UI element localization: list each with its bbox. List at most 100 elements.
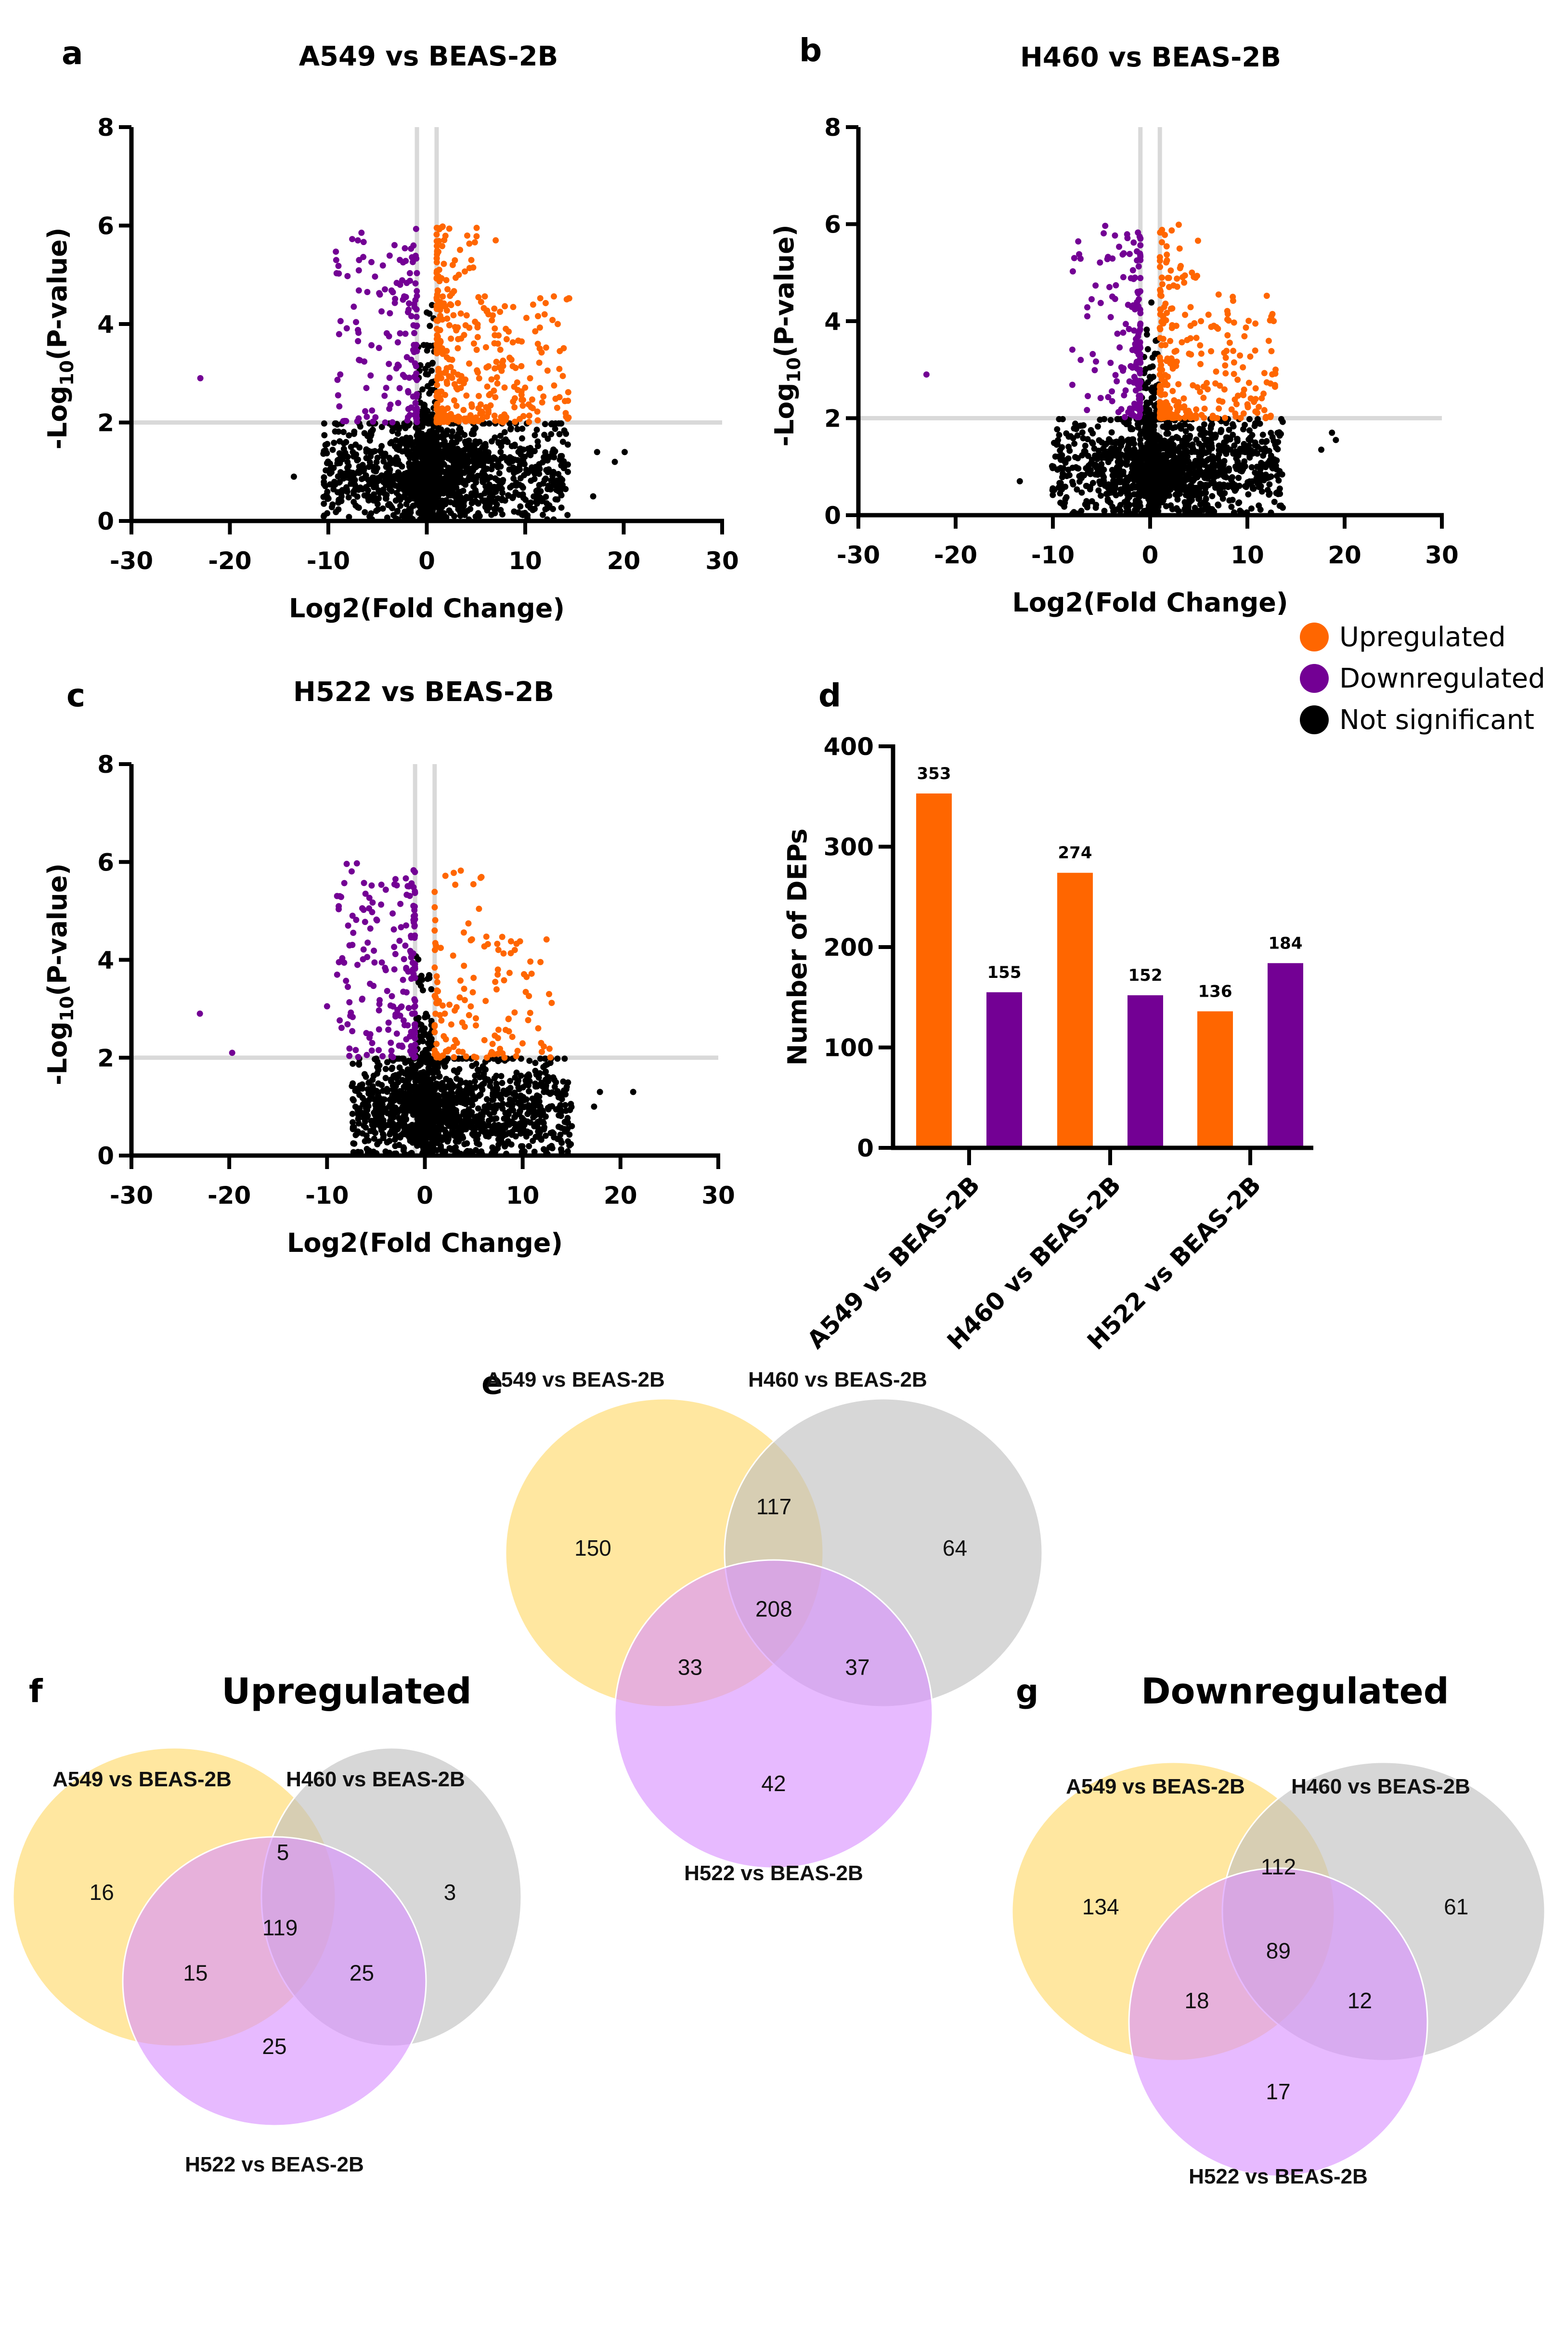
data-point-up [1156, 354, 1163, 361]
data-point-ns [428, 302, 435, 309]
data-point-ns [1204, 502, 1211, 508]
data-point-up [466, 240, 473, 247]
data-point-ns [1081, 448, 1088, 455]
data-point-ns [475, 510, 481, 517]
data-point-ns [492, 475, 499, 482]
data-point-ns [1059, 416, 1066, 423]
data-point-ns [454, 433, 461, 440]
legend-swatch-upregulated [1300, 623, 1329, 651]
data-point-up [436, 226, 443, 233]
data-point-ns [556, 431, 563, 438]
data-point-ns [1168, 484, 1175, 491]
data-point-ns [424, 498, 430, 505]
data-point-up [481, 293, 488, 300]
data-point-up [492, 394, 499, 401]
data-point-down [1137, 242, 1144, 248]
data-point-up [512, 364, 519, 371]
data-point-down [1135, 229, 1141, 236]
data-point-ns [1063, 494, 1070, 501]
data-point-ns [1252, 469, 1258, 476]
data-point-ns [1143, 399, 1150, 406]
data-point-ns [1269, 434, 1276, 441]
data-point-ns [290, 473, 297, 480]
data-point-down [1113, 282, 1119, 289]
data-point-ns [480, 497, 487, 504]
data-point-ns [1071, 441, 1078, 447]
data-point-down [372, 273, 378, 280]
data-point-ns [1107, 416, 1114, 423]
data-point-ns [1236, 482, 1243, 489]
data-point-ns [1080, 472, 1087, 479]
data-point-down [349, 236, 356, 243]
data-point-up [1174, 275, 1180, 282]
data-point-up [1258, 395, 1265, 402]
data-point-ns [1096, 453, 1102, 460]
data-point-ns [526, 1143, 532, 1150]
data-point-down [350, 303, 357, 310]
data-point-ns [1212, 432, 1219, 439]
data-point-up [509, 339, 516, 346]
data-point-ns [1150, 374, 1156, 380]
data-point-ns [427, 482, 433, 489]
data-point-up [1157, 335, 1164, 341]
data-point-ns [1238, 462, 1244, 469]
data-point-up [488, 376, 495, 383]
data-point-up [1205, 312, 1212, 318]
data-point-ns [1156, 446, 1163, 453]
data-point-ns [1148, 299, 1155, 306]
data-point-down [1128, 410, 1135, 416]
data-point-ns [493, 501, 500, 508]
data-point-ns [509, 494, 516, 501]
data-point-down [1137, 250, 1143, 257]
data-point-ns [1203, 468, 1209, 475]
data-point-ns [430, 487, 437, 494]
data-point-ns [1146, 461, 1153, 468]
data-point-up [485, 311, 492, 318]
data-point-down [1129, 267, 1136, 273]
data-point-up [1204, 386, 1211, 393]
data-point-ns [345, 494, 352, 501]
data-point-up [1167, 338, 1174, 344]
data-point-ns [387, 440, 394, 447]
data-point-ns [622, 449, 628, 455]
data-point-ns [1082, 501, 1089, 508]
data-point-ns [1088, 427, 1094, 433]
data-point-up [1192, 412, 1199, 418]
data-point-up [1237, 352, 1244, 359]
data-point-down [382, 419, 389, 426]
data-point-up [491, 412, 498, 419]
data-point-up [1164, 251, 1170, 258]
data-point-ns [424, 309, 430, 316]
data-point-ns [1080, 435, 1087, 442]
data-point-down [356, 357, 363, 364]
data-point-down [1119, 251, 1126, 258]
data-point-down [405, 306, 412, 313]
data-point-ns [1230, 431, 1236, 438]
data-point-down [364, 288, 371, 295]
data-point-up [1187, 323, 1194, 329]
data-point-ns [1074, 486, 1080, 493]
data-point-ns [387, 501, 393, 508]
data-point-up [451, 381, 458, 388]
data-point-ns [443, 497, 450, 504]
data-point-down [408, 313, 415, 320]
data-point-ns [335, 506, 342, 513]
data-point-ns [549, 469, 556, 476]
data-point-up [1193, 406, 1200, 413]
data-point-ns [1149, 473, 1156, 480]
x-axis-title: Log2(Fold Change) [289, 593, 565, 624]
data-point-down [1088, 296, 1095, 302]
data-point-ns [393, 437, 400, 443]
data-point-down [397, 330, 403, 337]
data-point-up [519, 397, 526, 403]
data-point-down [389, 419, 396, 426]
data-point-ns [382, 473, 389, 480]
data-point-ns [1235, 475, 1242, 481]
legend-swatch-downregulated [1300, 664, 1329, 693]
data-point-ns [498, 443, 505, 450]
data-point-ns [461, 446, 468, 453]
data-point-ns [1174, 483, 1180, 490]
data-point-ns [523, 467, 530, 473]
data-point-ns [1223, 444, 1230, 451]
data-point-up [464, 232, 471, 239]
